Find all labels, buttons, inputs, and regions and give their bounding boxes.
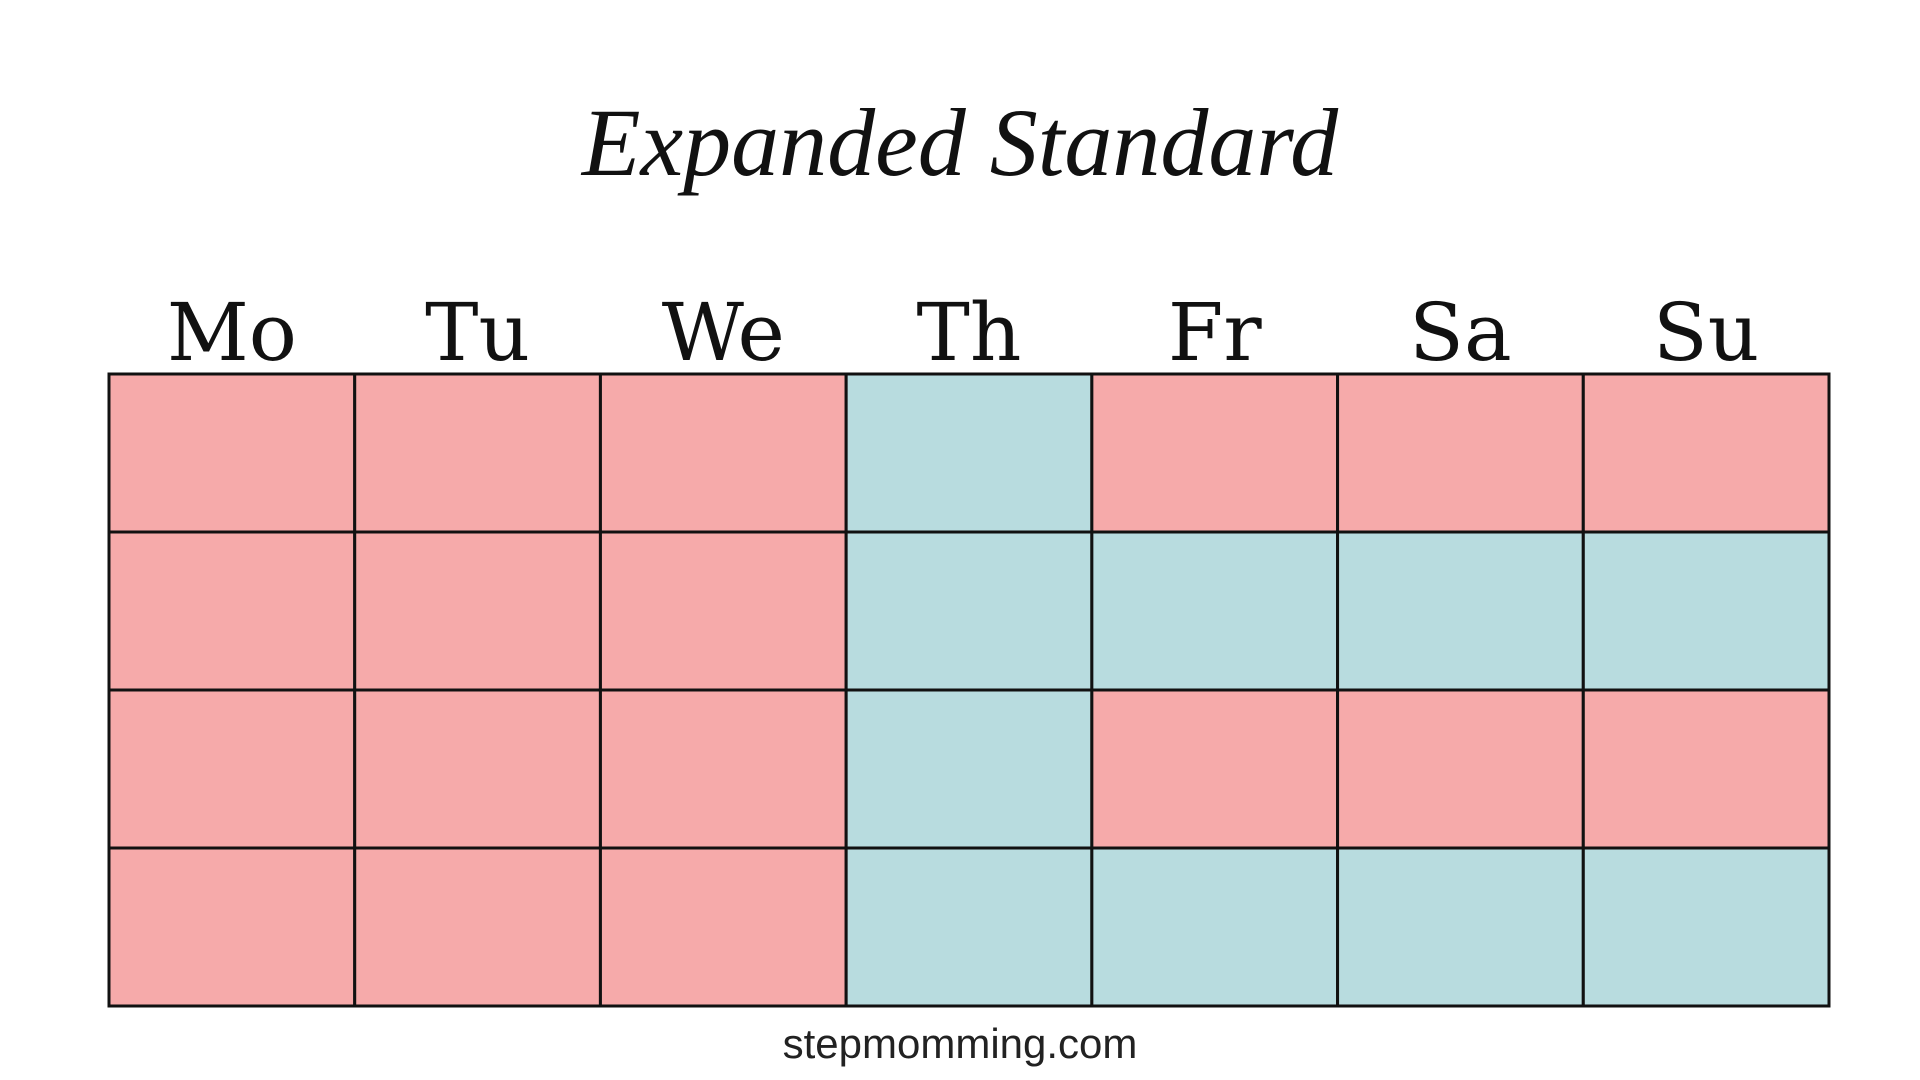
day-label: Tu [425, 286, 530, 379]
day-cell [844, 530, 1094, 692]
day-label: Mo [167, 286, 297, 379]
day-cell [1090, 846, 1340, 1008]
day-cell [1090, 530, 1340, 692]
day-cell [1581, 372, 1831, 534]
day-cell [353, 530, 602, 692]
day-cell [1581, 688, 1831, 850]
day-cell [844, 846, 1094, 1008]
day-cell [1581, 530, 1831, 692]
calendar-grid [107, 372, 1831, 1008]
day-label: We [662, 286, 785, 379]
day-cell [1336, 530, 1585, 692]
day-cell [1090, 372, 1340, 534]
day-cell [353, 372, 602, 534]
day-cell [107, 688, 357, 850]
day-cell [598, 688, 848, 850]
day-cell [598, 846, 848, 1008]
day-cell [844, 688, 1094, 850]
day-cell [107, 846, 357, 1008]
title: Expanded Standard [580, 89, 1339, 196]
day-label: Fr [1168, 286, 1263, 379]
day-cell [598, 530, 848, 692]
day-cell [1581, 846, 1831, 1008]
day-label: Th [917, 286, 1022, 379]
day-cell [1336, 688, 1585, 850]
day-cell [107, 530, 357, 692]
day-label: Su [1653, 286, 1759, 379]
day-cell [598, 372, 848, 534]
day-cell [1336, 372, 1585, 534]
day-cell [107, 372, 357, 534]
day-cell [844, 372, 1094, 534]
day-cell [353, 688, 602, 850]
day-label: Sa [1409, 286, 1512, 379]
footer: stepmomming.com [783, 1020, 1138, 1067]
day-cell [353, 846, 602, 1008]
day-cell [1090, 688, 1340, 850]
day-cell [1336, 846, 1585, 1008]
